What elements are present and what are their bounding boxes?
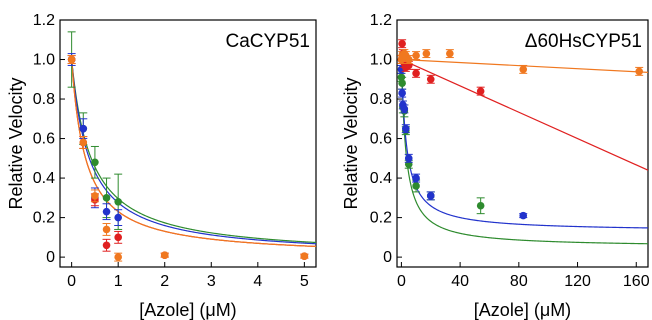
y-tick-label: 0.4: [370, 170, 392, 187]
y-tick-label: 1.0: [370, 52, 392, 69]
x-tick-label: 40: [451, 273, 469, 290]
data-point: [476, 201, 485, 210]
data-point: [160, 251, 169, 259]
fit-curve: [71, 59, 316, 245]
panel-title: CaCYP51: [226, 31, 311, 52]
data-point: [91, 192, 99, 200]
data-point: [114, 233, 122, 242]
data-point: [300, 252, 309, 260]
x-tick-label: 0: [397, 273, 406, 290]
panel-title: Δ60HsCYP51: [525, 31, 642, 52]
data-point: [412, 174, 420, 182]
data-point: [79, 124, 88, 133]
data-point: [398, 79, 406, 88]
y-tick-label: 0.4: [33, 170, 55, 187]
data-point: [446, 49, 454, 58]
x-tick-label: 2: [160, 273, 169, 290]
y-tick-label: 0.6: [33, 131, 55, 148]
y-tick-label: 0: [46, 249, 55, 266]
data-point: [102, 207, 111, 216]
panel-d60hscyp51: 0 40 80 120 160 0 0.2 0.4 0.6 0.8 1.0 1.2 [Azole] (μ…: [341, 12, 650, 320]
x-axis-label: [Azole] (μM): [474, 300, 571, 320]
data-point: [422, 49, 431, 58]
y-tick-label: 1.2: [33, 12, 55, 29]
fit-curve: [71, 59, 316, 244]
y-axis-label: Relative Velocity: [341, 77, 361, 209]
data-point: [402, 124, 410, 133]
data-point: [91, 158, 99, 167]
data-point: [426, 75, 435, 84]
y-tick-label: 1.0: [33, 52, 55, 69]
data-point: [412, 69, 420, 78]
y-tick-label: 0: [383, 249, 392, 266]
panel-cacyp51: 0 1 2 3 4 5 0 0.2 0.4 0.6 0.8 1.0 1.2 [Azole] (μM) Rel…: [6, 12, 317, 320]
data-point: [114, 253, 122, 261]
y-tick-label: 0.2: [370, 210, 392, 227]
data-point: [398, 89, 406, 97]
fit-curve: [401, 58, 648, 171]
data-point: [404, 154, 413, 163]
data-point: [102, 241, 111, 250]
data-point: [114, 213, 122, 222]
data-point: [400, 105, 409, 113]
y-axis-label: Relative Velocity: [6, 77, 26, 209]
x-tick-label: 5: [300, 273, 309, 290]
data-point: [412, 51, 420, 60]
data-point: [102, 194, 111, 202]
x-tick-label: 80: [510, 273, 528, 290]
data-point: [412, 182, 420, 190]
y-tick-label: 0.8: [33, 91, 55, 108]
x-axis-label: [Azole] (μM): [139, 300, 236, 320]
fit-curve: [71, 59, 316, 248]
x-tick-label: 0: [67, 273, 76, 290]
data-point: [398, 39, 406, 48]
data-point: [519, 65, 528, 74]
y-tick-label: 0.8: [370, 91, 392, 108]
fit-curve: [400, 59, 648, 229]
data-point: [114, 197, 122, 206]
x-tick-label: 1: [114, 273, 123, 290]
data-point: [635, 67, 643, 76]
y-tick-label: 0.2: [33, 210, 55, 227]
x-tick-label: 4: [253, 273, 262, 290]
plot-frame: [59, 19, 317, 268]
x-tick-label: 160: [623, 273, 650, 290]
plot-frame: [396, 19, 649, 268]
x-tick-label: 120: [564, 273, 591, 290]
data-point: [519, 211, 528, 220]
data-point: [476, 87, 485, 95]
data-point: [404, 55, 413, 64]
data-point: [67, 55, 76, 64]
data-point: [102, 225, 111, 234]
x-tick-label: 3: [207, 273, 216, 290]
data-point: [426, 192, 435, 200]
fit-curve: [400, 59, 648, 245]
data-point: [79, 138, 88, 147]
y-tick-label: 1.2: [370, 12, 392, 29]
fit-curve: [71, 59, 316, 248]
y-tick-label: 0.6: [370, 131, 392, 148]
